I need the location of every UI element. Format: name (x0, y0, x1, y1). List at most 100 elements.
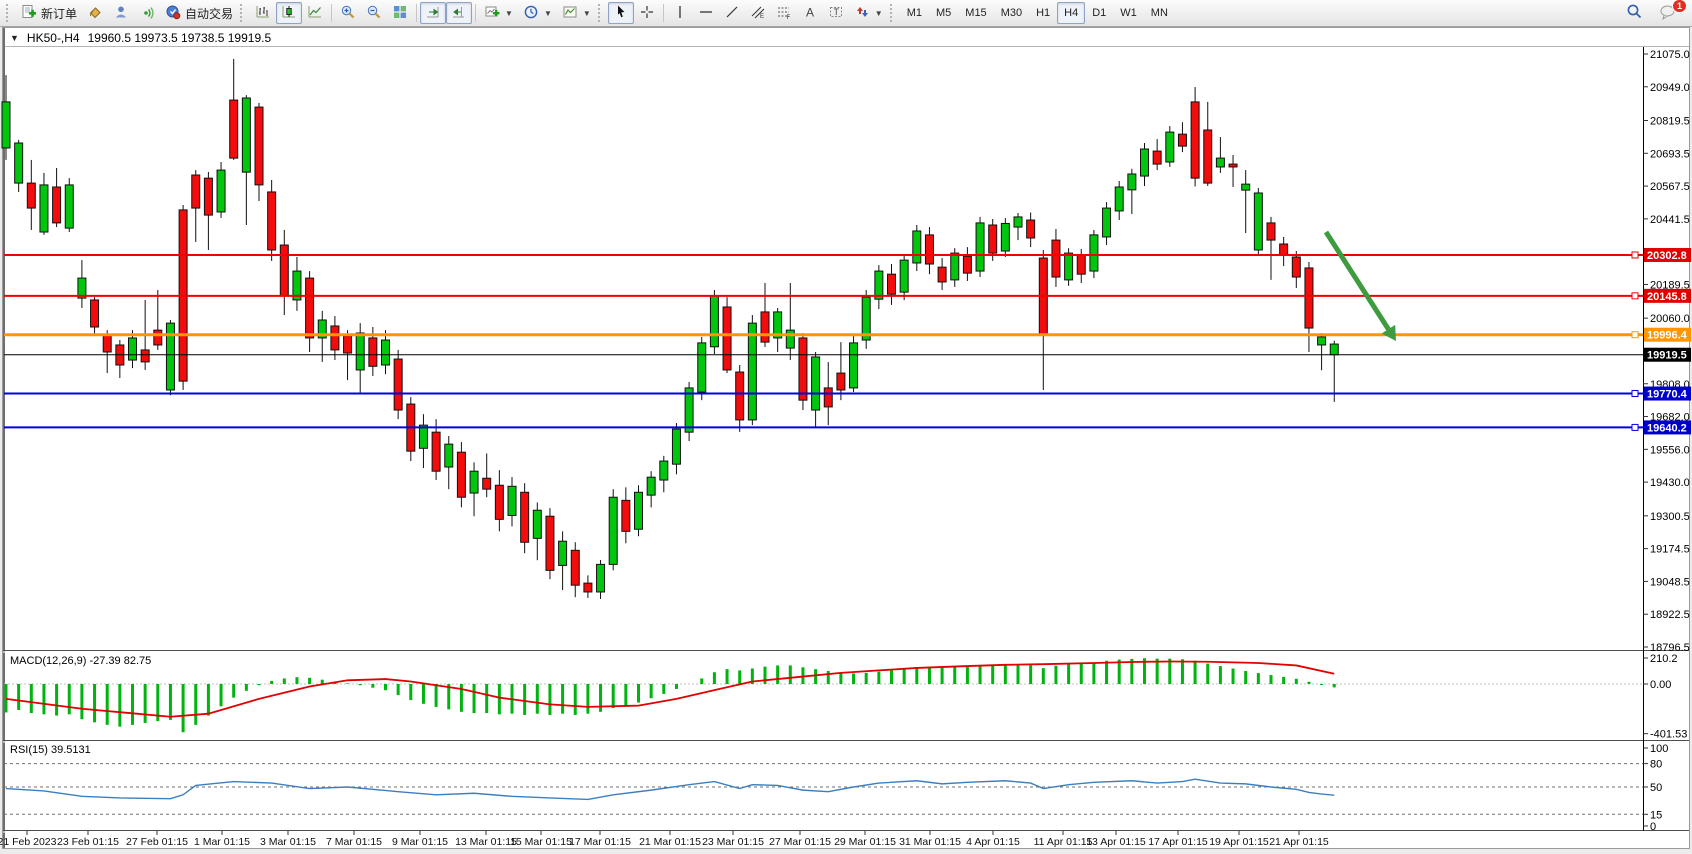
paint-bucket-button[interactable] (82, 2, 108, 24)
text-button[interactable]: A (797, 2, 823, 24)
candlestick-chart-button[interactable] (276, 2, 303, 24)
vertical-line-button[interactable] (667, 2, 693, 24)
cursor-button[interactable] (607, 2, 634, 24)
toolbar-grip[interactable] (889, 4, 896, 22)
candle-body (962, 255, 972, 274)
autoscroll-icon (425, 4, 441, 23)
time-tick-label: 21 Feb 2023 (0, 836, 57, 848)
macd-histogram-bar (219, 684, 223, 707)
annotation-arrow-object[interactable] (1323, 230, 1391, 331)
price-line-badge-text: 19919.5 (1647, 350, 1687, 362)
candle-body (1152, 150, 1162, 165)
svg-text:E: E (760, 14, 764, 20)
line-handle[interactable] (1631, 331, 1639, 339)
crosshair-icon (639, 4, 655, 23)
candle-body (393, 358, 403, 411)
candle-body (684, 387, 694, 433)
fibonacci-button[interactable]: F (771, 2, 797, 24)
search-button[interactable] (1621, 2, 1648, 24)
tile-windows-button[interactable] (387, 2, 413, 24)
macd-histogram-bar (1029, 665, 1033, 684)
arrows-dropdown[interactable]: ▼ (849, 2, 888, 24)
toolbar-grip[interactable] (6, 4, 12, 22)
periods-dropdown[interactable]: ▼ (518, 2, 557, 24)
autotrading-button[interactable]: 自动交易 (160, 2, 238, 24)
annotation-arrow-head[interactable] (1381, 324, 1396, 341)
macd-histogram-bar (320, 679, 324, 684)
macd-histogram-bar (561, 684, 565, 714)
timeframe-h1[interactable]: H1 (1036, 7, 1051, 19)
community-profile-button[interactable] (108, 2, 134, 24)
toolbar-grip[interactable] (597, 4, 604, 22)
time-tick-label: 4 Apr 01:15 (966, 836, 1020, 848)
line-handle[interactable] (1631, 423, 1639, 431)
chart-shift-icon (451, 4, 467, 23)
templates-dropdown[interactable]: ▼ (557, 2, 596, 24)
macd-histogram-bar (1332, 684, 1336, 688)
macd-histogram-bar (244, 684, 248, 691)
macd-histogram-bar (776, 665, 780, 684)
horizontal-line-button[interactable] (693, 2, 719, 24)
timeframe-m5[interactable]: M5 (936, 7, 952, 19)
candle-body (482, 477, 492, 490)
macd-histogram-bar (1193, 660, 1197, 684)
macd-histogram-bar (1231, 668, 1235, 684)
candle-body (1291, 256, 1301, 278)
line-chart-button[interactable] (302, 2, 328, 24)
price-tick-label: 18796.5 (1650, 642, 1690, 654)
notifications-button[interactable]: 1 (1654, 0, 1687, 24)
macd-histogram-bar (864, 672, 868, 684)
candle-body (697, 342, 707, 393)
collapse-chart-icon[interactable]: ▼ (10, 33, 19, 43)
dropdown-caret: ▼ (874, 8, 883, 18)
candlestick-chart-icon (281, 4, 297, 23)
zoom-out-button[interactable] (361, 2, 387, 24)
zoom-in-button[interactable] (335, 2, 361, 24)
candle-body (785, 329, 795, 349)
macd-histogram-bar (270, 680, 274, 684)
macd-histogram-bar (1130, 658, 1134, 684)
toolbar-grip[interactable] (240, 4, 246, 22)
candle-body (191, 174, 201, 209)
macd-histogram-bar (17, 684, 21, 710)
new-order-button[interactable]: 新订单 (16, 2, 82, 24)
new-chart-dropdown[interactable]: ▼ (479, 2, 518, 24)
trendline-button[interactable] (719, 2, 745, 24)
candle-body (1317, 336, 1327, 346)
signals-button[interactable] (134, 2, 160, 24)
timeframe-w1[interactable]: W1 (1120, 7, 1137, 19)
line-handle[interactable] (1631, 292, 1639, 300)
price-tick-label: 19556.0 (1650, 444, 1690, 456)
line-handle[interactable] (1631, 251, 1639, 259)
macd-histogram-bar (29, 684, 33, 714)
timeframe-m15[interactable]: M15 (965, 7, 987, 19)
timeframe-h4[interactable]: H4 (1057, 2, 1086, 24)
candle-body (1064, 252, 1074, 281)
candle-body (1013, 216, 1023, 228)
chart-window[interactable] (2, 27, 1690, 849)
candle-body (153, 329, 163, 346)
macd-histogram-bar (839, 672, 843, 684)
text-label-button[interactable]: T (823, 2, 849, 24)
candle-body (1089, 234, 1099, 272)
macd-histogram-bar (674, 684, 678, 689)
macd-histogram-bar (459, 684, 463, 712)
timeframe-m1[interactable]: M1 (906, 7, 922, 19)
autoscroll-button[interactable] (420, 2, 447, 24)
text-icon: A (802, 4, 818, 23)
candle-body (621, 499, 631, 532)
candle-body (128, 337, 137, 361)
chart-shift-button[interactable] (446, 2, 473, 24)
bar-chart-button[interactable] (250, 2, 276, 24)
candle-body (102, 334, 112, 353)
timeframe-m30[interactable]: M30 (1000, 7, 1023, 19)
macd-histogram-bar (1041, 668, 1045, 684)
crosshair-button[interactable] (634, 2, 660, 24)
equidistant-channel-button[interactable]: E (745, 2, 771, 24)
macd-histogram-bar (1054, 665, 1058, 684)
timeframe-mn[interactable]: MN (1150, 7, 1168, 19)
line-handle[interactable] (1631, 390, 1639, 398)
channel-icon: E (750, 4, 766, 23)
timeframe-d1[interactable]: D1 (1092, 7, 1107, 19)
